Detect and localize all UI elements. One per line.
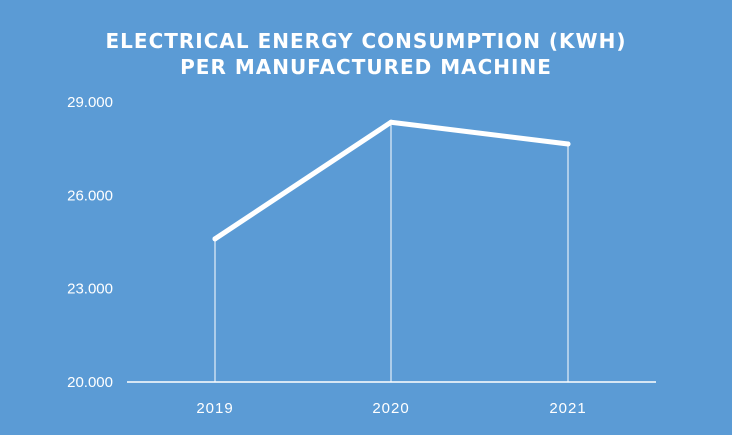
chart-title-line-1: ELECTRICAL ENERGY CONSUMPTION (KWH) [105,29,627,53]
drop-lines [214,122,569,382]
chart-title: ELECTRICAL ENERGY CONSUMPTION (KWH) PER … [0,28,732,80]
y-tick-label: 26.000 [67,187,113,204]
chart-title-line-2: PER MANUFACTURED MACHINE [180,55,552,79]
x-tick-label: 2020 [372,400,409,417]
data-point [565,141,571,147]
series-line-group [212,119,571,242]
y-tick-label: 20.000 [67,374,113,391]
y-axis-ticks: 20.000 23.000 26.000 29.000 [67,94,113,391]
data-point [212,236,218,242]
y-tick-label: 29.000 [67,94,113,111]
x-axis-ticks: 2019 2020 2021 [196,400,586,417]
x-tick-label: 2021 [549,400,586,417]
x-tick-label: 2019 [196,400,233,417]
data-point [388,119,394,125]
y-tick-label: 23.000 [67,281,113,298]
